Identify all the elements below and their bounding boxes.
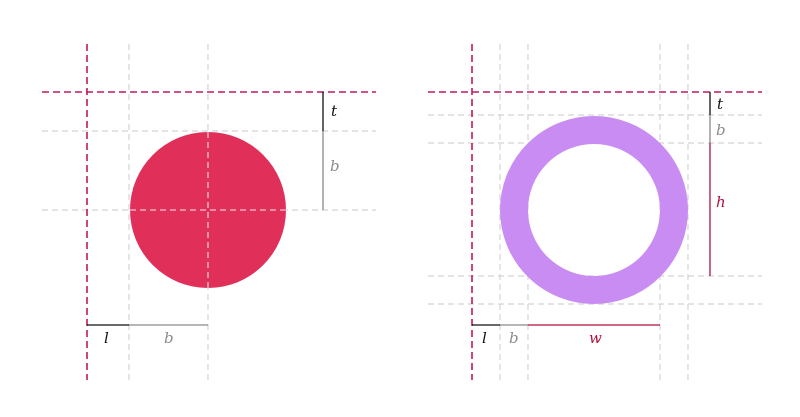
right-label-left-border: b [509,329,519,347]
right-label-top: t [717,95,724,113]
left-label-top: t [331,102,338,120]
ring-shape [500,116,688,304]
right-label-width: w [589,329,602,347]
right-label-border: b [716,121,726,139]
filled-circle [130,132,286,288]
left-label-border: b [330,157,340,175]
left-label-bottom-border: b [164,329,174,347]
right-label-left: l [482,329,487,347]
left-diagram: t b l b [42,44,376,380]
right-label-height: h [716,193,726,211]
left-label-left: l [104,329,109,347]
right-diagram: t b h l b w [428,44,762,380]
